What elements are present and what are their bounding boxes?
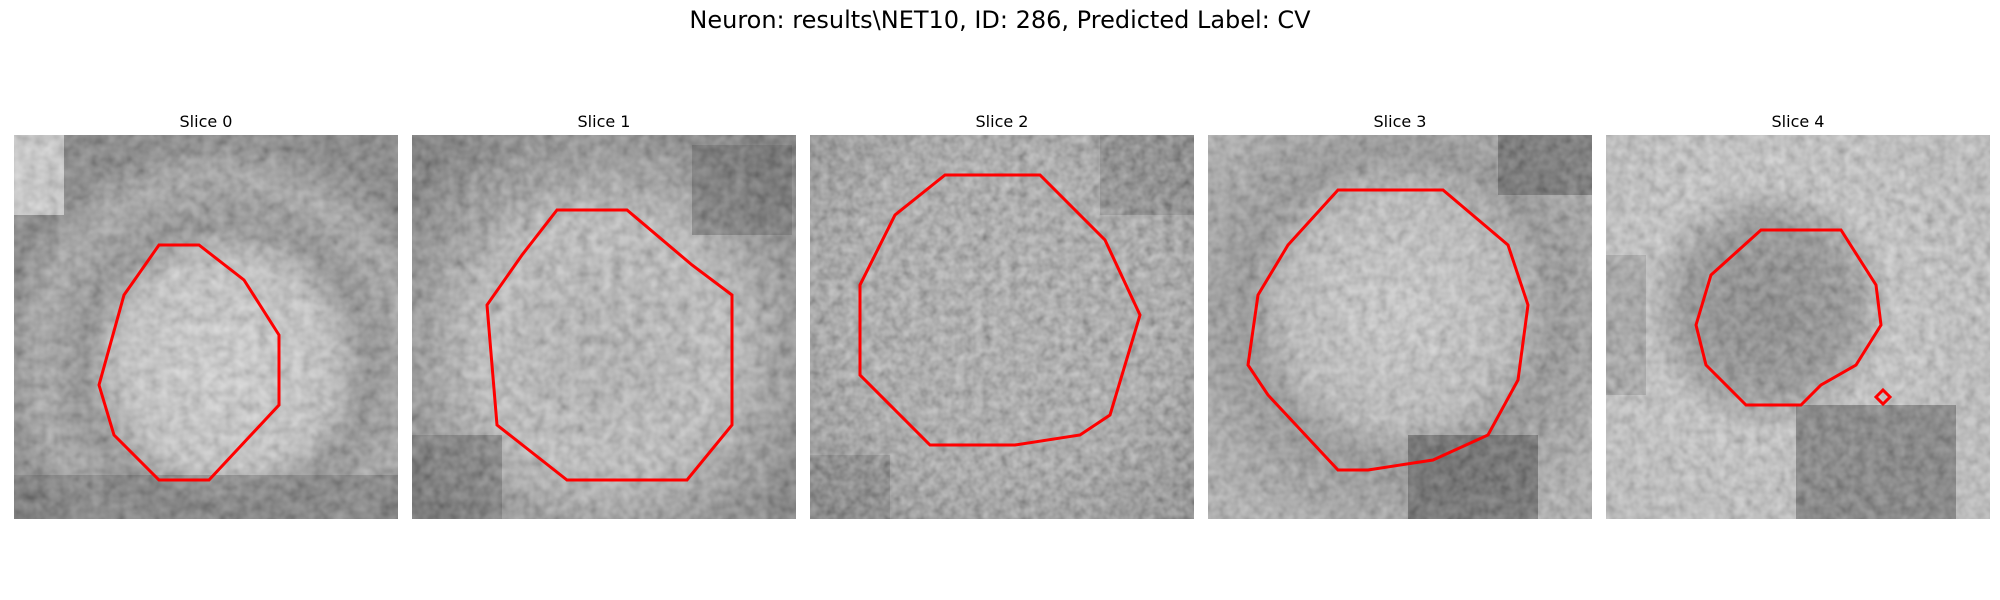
- cell-contour: [97, 243, 281, 482]
- grayscale-slice-image: [810, 135, 1194, 519]
- grayscale-slice-image: [14, 135, 398, 519]
- cell-contour: [485, 208, 734, 482]
- panel-title: Slice 1: [577, 112, 631, 131]
- grayscale-slice-image: [1606, 135, 1990, 519]
- grayscale-slice-image: [1208, 135, 1592, 519]
- small-contour: [1873, 387, 1893, 407]
- panel-slice-1: Slice 1: [412, 110, 796, 519]
- panel-title: Slice 3: [1373, 112, 1427, 131]
- panel-title: Slice 2: [975, 112, 1029, 131]
- grayscale-slice-image: [412, 135, 796, 519]
- panel-slice-0: Slice 0: [14, 110, 398, 519]
- panel-slice-2: Slice 2: [810, 110, 1194, 519]
- cell-contour: [1694, 228, 1883, 407]
- panel-title: Slice 0: [179, 112, 233, 131]
- panel-title: Slice 4: [1771, 112, 1825, 131]
- figure-title: Neuron: results\NET10, ID: 286, Predicte…: [689, 6, 1311, 34]
- panel-slice-4: Slice 4: [1606, 110, 1990, 519]
- cell-contour: [1246, 188, 1530, 472]
- cell-contour: [858, 173, 1142, 447]
- panel-slice-3: Slice 3: [1208, 110, 1592, 519]
